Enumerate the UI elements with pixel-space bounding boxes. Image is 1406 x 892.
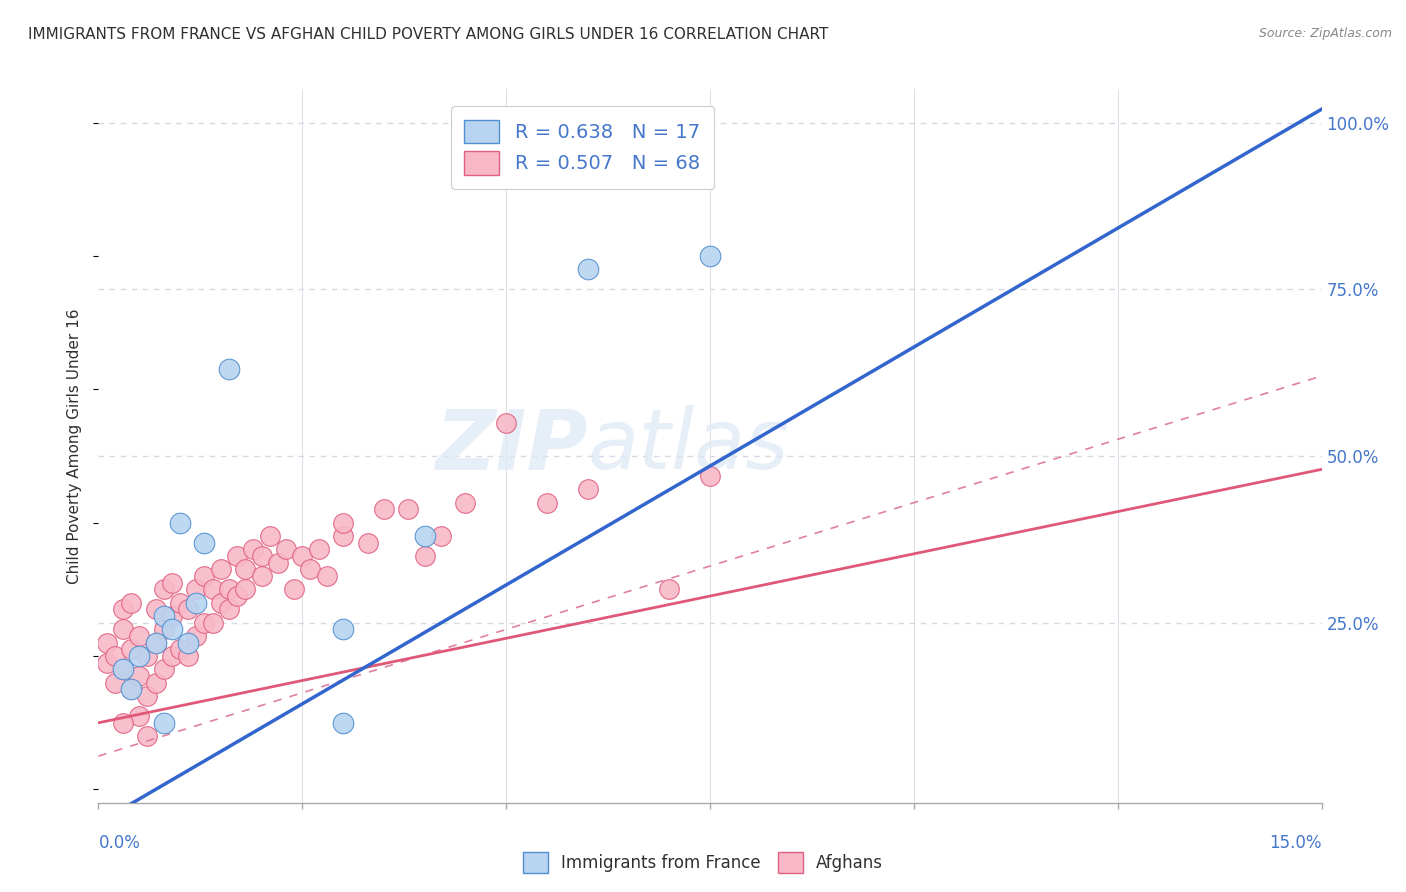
Point [218,362,240,376]
Point [128,649,150,664]
Point [242,542,264,557]
Point [145,636,167,650]
Point [169,516,191,530]
Point [111,662,134,676]
Point [160,609,183,624]
Point [186,596,208,610]
Point [120,596,142,610]
Point [250,549,273,563]
Point [136,649,159,664]
Point [699,469,721,483]
Point [413,529,436,543]
Y-axis label: Child Poverty Among Girls Under 16: Child Poverty Among Girls Under 16 [67,309,83,583]
Point [233,562,256,576]
Point [218,602,240,616]
Point [576,483,599,497]
Point [226,589,249,603]
Point [120,642,142,657]
Point [308,542,330,557]
Point [332,623,354,637]
Point [177,636,200,650]
Point [291,549,314,563]
Point [96,636,118,650]
Point [186,582,208,597]
Point [136,689,159,703]
Point [152,582,174,597]
Point [259,529,281,543]
Point [111,623,134,637]
Point [454,496,477,510]
Point [201,582,224,597]
Point [145,602,167,616]
Point [104,675,127,690]
Point [152,662,174,676]
Point [160,575,183,590]
Point [104,649,127,664]
Point [226,549,249,563]
Point [209,562,232,576]
Point [128,629,150,643]
Point [177,602,200,616]
Point [332,516,354,530]
Point [169,642,191,657]
Point [169,596,191,610]
Point [396,502,419,516]
Point [250,569,273,583]
Point [111,662,134,676]
Point [186,629,208,643]
Legend: Immigrants from France, Afghans: Immigrants from France, Afghans [516,846,890,880]
Point [495,416,517,430]
Point [96,656,118,670]
Point [356,535,378,549]
Text: 15.0%: 15.0% [1270,834,1322,852]
Text: Source: ZipAtlas.com: Source: ZipAtlas.com [1258,27,1392,40]
Point [128,709,150,723]
Point [128,669,150,683]
Point [120,682,142,697]
Point [413,549,436,563]
Point [576,262,599,277]
Point [332,529,354,543]
Point [111,602,134,616]
Point [177,649,200,664]
Point [145,675,167,690]
Point [120,682,142,697]
Point [536,496,558,510]
Point [267,556,290,570]
Legend: R = 0.638   N = 17, R = 0.507   N = 68: R = 0.638 N = 17, R = 0.507 N = 68 [451,106,714,188]
Point [193,615,215,630]
Point [111,715,134,730]
Point [136,729,159,743]
Point [283,582,305,597]
Point [152,715,174,730]
Text: atlas: atlas [588,406,789,486]
Point [193,535,215,549]
Point [152,623,174,637]
Point [201,615,224,630]
Point [274,542,297,557]
Point [218,582,240,597]
Point [152,609,174,624]
Point [209,596,232,610]
Point [299,562,322,576]
Point [193,569,215,583]
Point [233,582,256,597]
Point [430,529,453,543]
Point [332,715,354,730]
Point [160,649,183,664]
Point [699,249,721,263]
Point [658,582,681,597]
Text: IMMIGRANTS FROM FRANCE VS AFGHAN CHILD POVERTY AMONG GIRLS UNDER 16 CORRELATION : IMMIGRANTS FROM FRANCE VS AFGHAN CHILD P… [28,27,828,42]
Point [145,636,167,650]
Point [160,623,183,637]
Text: ZIP: ZIP [434,406,588,486]
Point [315,569,337,583]
Text: 0.0%: 0.0% [98,834,141,852]
Point [373,502,395,516]
